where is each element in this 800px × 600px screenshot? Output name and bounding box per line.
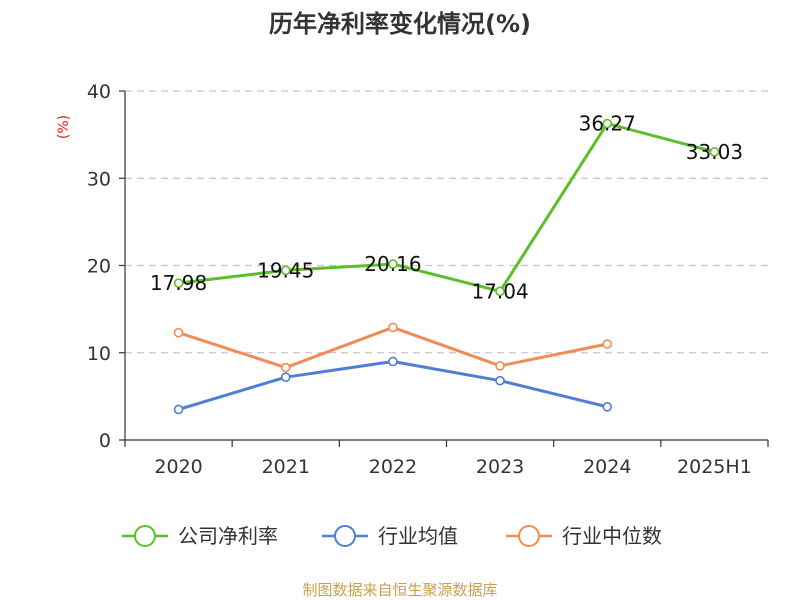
data-label: 20.16 bbox=[364, 252, 421, 276]
data-labels: 17.98 19.45 20.16 17.04 36.27 33.03 bbox=[150, 112, 743, 304]
axes: 0 10 20 30 40 2020 2021 2022 2023 2024 2025H1 bbox=[87, 81, 769, 478]
data-point[interactable] bbox=[495, 375, 505, 386]
legend-item[interactable]: 行业均值 bbox=[322, 524, 458, 548]
y-tick-label: 30 bbox=[87, 168, 111, 190]
data-point[interactable] bbox=[602, 118, 613, 129]
legend-label: 行业均值 bbox=[378, 524, 458, 548]
legend-item[interactable]: 公司净利率 bbox=[122, 524, 278, 548]
x-tick-label: 2020 bbox=[154, 456, 202, 478]
legend-item[interactable]: 行业中位数 bbox=[506, 524, 662, 548]
data-label: 33.03 bbox=[686, 140, 743, 164]
legend-marker bbox=[518, 525, 540, 547]
y-tick-label: 0 bbox=[99, 430, 111, 452]
data-source: 制图数据来自恒生聚源数据库 bbox=[302, 581, 497, 599]
data-point[interactable] bbox=[602, 402, 613, 412]
data-label: 36.27 bbox=[579, 112, 636, 136]
data-point[interactable] bbox=[709, 147, 720, 157]
legend[interactable]: 公司净利率 行业均值 行业中位数 bbox=[122, 524, 662, 548]
y-tick-label: 40 bbox=[87, 81, 111, 103]
chart-title: 历年净利率变化情况(%) bbox=[269, 10, 531, 38]
series-line bbox=[178, 359, 608, 411]
legend-label: 公司净利率 bbox=[178, 524, 278, 548]
data-label: 17.98 bbox=[150, 271, 207, 295]
legend-label: 行业中位数 bbox=[562, 524, 662, 548]
data-point[interactable] bbox=[173, 327, 184, 338]
data-point[interactable] bbox=[280, 372, 291, 382]
x-tick-label: 2021 bbox=[262, 456, 310, 478]
y-tick-label: 10 bbox=[87, 343, 111, 365]
series-group bbox=[173, 118, 720, 415]
data-point[interactable] bbox=[602, 339, 613, 349]
data-point[interactable] bbox=[388, 322, 398, 333]
data-label: 19.45 bbox=[257, 258, 314, 282]
y-tick-label: 20 bbox=[87, 256, 111, 278]
grid-lines bbox=[125, 90, 768, 354]
x-tick-label: 2022 bbox=[369, 456, 417, 478]
legend-marker bbox=[134, 525, 156, 547]
legend-marker bbox=[334, 525, 356, 547]
data-point[interactable] bbox=[173, 278, 184, 288]
data-label: 17.04 bbox=[471, 279, 528, 303]
data-point[interactable] bbox=[495, 286, 505, 297]
data-point[interactable] bbox=[388, 259, 398, 269]
data-point[interactable] bbox=[495, 361, 505, 371]
data-point[interactable] bbox=[280, 362, 291, 373]
data-point[interactable] bbox=[280, 265, 291, 276]
data-point[interactable] bbox=[173, 404, 184, 415]
x-tick-label: 2023 bbox=[476, 456, 524, 478]
y-axis-label: (%) bbox=[56, 115, 72, 139]
x-tick-label: 2025H1 bbox=[677, 456, 752, 478]
series-line bbox=[178, 122, 715, 293]
data-point[interactable] bbox=[388, 356, 398, 367]
x-tick-label: 2024 bbox=[583, 456, 631, 478]
